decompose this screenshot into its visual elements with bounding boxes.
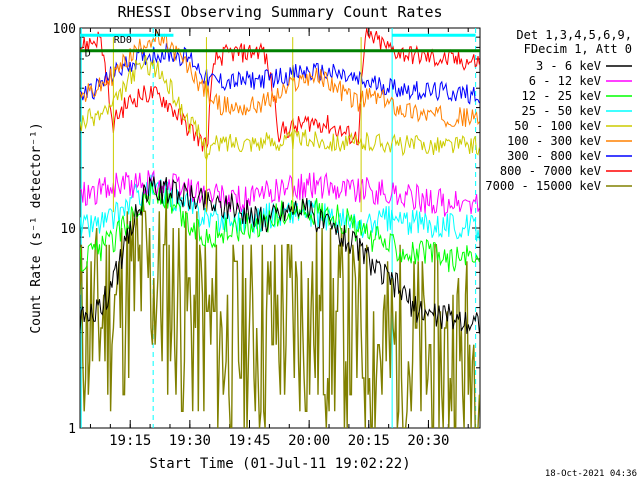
series-line [80,55,480,162]
x-tick-label: 19:30 [169,433,211,449]
legend-label: 6 - 12 keV [529,74,601,88]
chart-title: RHESSI Observing Summary Count Rates [117,3,442,21]
legend-label: 800 - 7000 keV [500,164,601,178]
legend-label: 12 - 25 keV [522,89,601,103]
series-line [80,176,480,334]
legend-label: 7000 - 15000 keV [485,179,601,193]
flag-label: N [154,28,160,39]
x-tick-label: 19:15 [109,433,151,449]
series-line [80,28,480,152]
legend-header-line-1: Det 1,3,4,5,6,9, [516,28,632,42]
series-line [80,174,480,242]
y-axis-label: Count Rate (s⁻¹ detector⁻¹) [29,122,44,333]
x-tick-label: 20:30 [407,433,449,449]
series-line [80,169,480,217]
series-line [80,194,480,428]
plot-area: 19:15 19:30 19:45 20:00 20:15 20:30 1 10 100 RD0 N… [53,22,481,449]
series-line [80,28,480,129]
legend-label: 25 - 50 keV [522,104,601,118]
y-tick-label: 1 [68,422,76,437]
legend-label: 50 - 100 keV [514,119,601,133]
legend-header-line-2: FDecim 1, Att 0 [524,42,632,56]
x-tick-label: 19:45 [228,433,270,449]
x-tick-label: 20:00 [288,433,330,449]
x-tick-label: 20:15 [348,433,390,449]
flag-label: D [85,49,91,60]
x-axis-label: Start Time (01-Jul-11 19:02:22) [149,456,410,472]
series-group [80,28,480,428]
legend-label: 3 - 6 keV [536,59,601,73]
legend-label: 300 - 800 keV [507,149,601,163]
y-tick-label: 10 [60,222,76,237]
generated-timestamp: 18-Oct-2021 04:36 [545,469,637,479]
legend-label: 100 - 300 keV [507,134,601,148]
y-tick-label: 100 [53,22,76,37]
flag-label: RD0 [114,35,132,46]
